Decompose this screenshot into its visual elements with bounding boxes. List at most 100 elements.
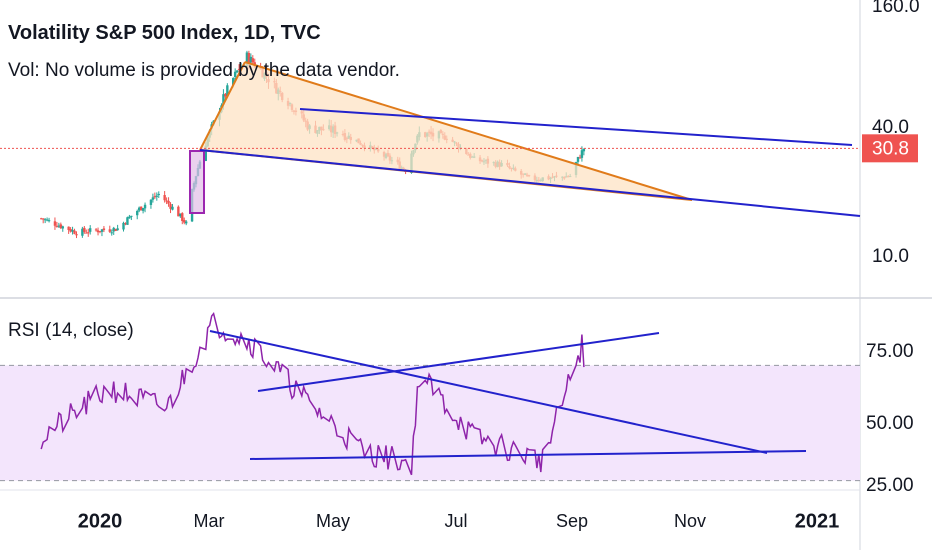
candle-body (179, 213, 182, 217)
candle-body (67, 226, 70, 230)
candle-body (59, 224, 63, 229)
candle-body (247, 53, 251, 64)
breakout-box (189, 150, 205, 214)
candle-body (251, 58, 255, 63)
rsi-tick-label: 75.00 (866, 341, 914, 362)
rsi-tick-label: 25.00 (866, 475, 914, 496)
price-badge (862, 134, 918, 163)
candle-body (100, 229, 104, 232)
time-tick-label: May (316, 511, 350, 531)
price-tick-label: 10.0 (872, 246, 909, 267)
candle-body (171, 206, 174, 210)
volume-note: Vol: No volume is provided by the data v… (8, 60, 400, 81)
candle-body (169, 204, 172, 209)
trend-line-lower (199, 149, 861, 217)
price-tick-label: 40.0 (872, 117, 909, 138)
candle-body (87, 232, 90, 234)
candle-body (235, 70, 239, 73)
candle-body (83, 227, 86, 232)
candle-body (139, 206, 143, 211)
candle-body (69, 229, 72, 232)
candle-body (141, 208, 145, 211)
candle-body (183, 220, 186, 223)
candle-body (237, 68, 241, 70)
time-tick-label: 2020 (78, 510, 123, 532)
candle-body (71, 229, 74, 232)
candle-body (155, 195, 159, 197)
candle-body (108, 229, 111, 232)
candle-body (122, 222, 125, 230)
candle-body (96, 230, 100, 233)
candle-body (163, 195, 166, 201)
rsi-support-line (249, 450, 807, 460)
candle-body (85, 232, 88, 234)
candle-body (204, 145, 207, 161)
candle-body (249, 56, 253, 63)
candle-body (226, 85, 229, 97)
candle-body (43, 219, 47, 221)
candle-body (73, 230, 76, 234)
candle-body (124, 223, 127, 225)
rsi-tick-label: 50.00 (866, 413, 914, 434)
candle-body (94, 229, 98, 231)
rsi-label: RSI (14, close) (8, 320, 134, 341)
wedge-upper-line (244, 61, 693, 201)
candle-body (89, 228, 92, 232)
candle-body (576, 156, 580, 162)
candle-body (167, 200, 170, 204)
candle-body (149, 199, 153, 205)
price-badge-value: 30.8 (872, 138, 909, 159)
rsi-trend-up (257, 332, 660, 392)
candle-body (45, 219, 49, 221)
candle-body (222, 94, 225, 105)
candle-body (40, 218, 43, 220)
time-tick-label: Nov (674, 511, 706, 531)
time-tick-label: 2021 (795, 510, 840, 532)
trend-line-upper (299, 108, 853, 146)
price-tick-label: 160.0 (872, 0, 920, 17)
candle-body (181, 213, 184, 222)
wedge-area (200, 62, 692, 200)
candle-body (47, 220, 51, 222)
candle-body (184, 221, 188, 224)
rsi-line (40, 311, 585, 476)
candle-body (239, 65, 243, 69)
candle-body (55, 225, 59, 227)
candle-body (224, 93, 227, 97)
candle-body (245, 52, 249, 67)
rsi-band (0, 365, 860, 481)
candle-body (114, 229, 117, 232)
time-tick-label: Jul (444, 511, 467, 531)
candle-body (137, 207, 141, 211)
candle-body (143, 204, 147, 209)
candle-body (98, 231, 102, 233)
candle-body (582, 148, 586, 152)
candle-body (232, 78, 235, 86)
candle-body (81, 228, 84, 236)
chart-title: Volatility S&P 500 Index, 1D, TVC (8, 22, 321, 44)
candle-body (157, 193, 160, 195)
candle-body (177, 206, 180, 217)
candle-body (102, 228, 106, 231)
candle-body (165, 200, 168, 202)
candle-body (126, 217, 129, 225)
candle-body (130, 215, 133, 217)
candle-body (151, 197, 155, 200)
rsi-trend-down (209, 330, 768, 454)
candle-body (57, 225, 61, 227)
candle-body (580, 150, 584, 158)
candle-body (136, 210, 139, 216)
candle-body (128, 216, 131, 219)
candle-body (110, 232, 113, 234)
candle-body (41, 218, 45, 220)
time-tick-label: Sep (556, 511, 588, 531)
candle-body (578, 157, 582, 159)
candle-body (116, 228, 119, 231)
candle-body (53, 221, 57, 226)
candle-body (75, 234, 78, 236)
candle-body (112, 227, 115, 232)
candle-body (61, 226, 64, 229)
candle-body (153, 196, 157, 198)
candle-body (233, 71, 237, 78)
